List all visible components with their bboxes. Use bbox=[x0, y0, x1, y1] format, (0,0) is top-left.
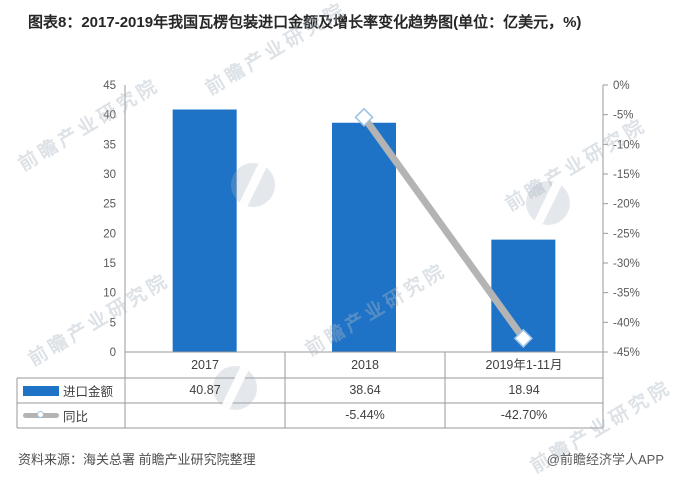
source-note: 资料来源：海关总署 前瞻产业研究院整理 bbox=[18, 452, 256, 467]
line-marker-diamond bbox=[354, 107, 374, 127]
category-label: 2018 bbox=[351, 358, 379, 372]
chart-title: 图表8：2017-2019年我国瓦楞包装进口金额及增长率变化趋势图(单位：亿美元… bbox=[28, 14, 582, 31]
right-axis-tick-label: -25% bbox=[613, 228, 640, 240]
right-axis-tick-label: 0% bbox=[613, 80, 630, 92]
left-axis-tick-label: 35 bbox=[103, 139, 116, 151]
category-label: 2017 bbox=[191, 358, 219, 372]
bar-2018 bbox=[332, 122, 396, 353]
bar-legend-icon bbox=[23, 385, 59, 396]
right-axis-tick-label: -5% bbox=[613, 110, 633, 122]
right-axis-tick-label: -20% bbox=[613, 199, 640, 211]
right-axis-tick-label: -15% bbox=[613, 169, 640, 181]
left-axis-tick-label: 0 bbox=[110, 347, 116, 359]
left-axis-tick-label: 10 bbox=[103, 288, 116, 300]
legend-label: 进口金额 bbox=[63, 385, 114, 399]
left-axis-tick-label: 5 bbox=[110, 317, 116, 329]
right-axis-tick-label: -10% bbox=[613, 139, 640, 151]
legend-import-amount: 进口金额 bbox=[17, 378, 125, 403]
yoy-line bbox=[360, 113, 527, 342]
line-series-layer bbox=[354, 107, 533, 348]
left-axis-tick-label: 45 bbox=[103, 80, 116, 92]
table-cell: -42.70% bbox=[500, 408, 548, 422]
left-axis-tick-label: 25 bbox=[103, 199, 116, 211]
right-axis-tick-label: -40% bbox=[613, 317, 640, 329]
line-legend-icon bbox=[23, 411, 59, 418]
right-axis-tick-label: -30% bbox=[613, 258, 640, 270]
table-cell: 18.94 bbox=[508, 383, 540, 397]
bars-layer bbox=[172, 109, 556, 353]
axis-ticks-layer: 45 40 35 30 25 20 15 10 5 0 0% -5% -10% -15% -20% -25% -… bbox=[103, 80, 640, 359]
axes-and-table-grid bbox=[16, 85, 604, 429]
app-credit: @前瞻经济学人APP bbox=[546, 452, 664, 467]
left-axis-tick-label: 20 bbox=[103, 228, 116, 240]
right-axis-tick-label: -45% bbox=[613, 347, 640, 359]
right-axis-tick-label: -35% bbox=[613, 288, 640, 300]
category-label: 2019年1-11月 bbox=[485, 358, 563, 372]
table-cell: 38.64 bbox=[349, 383, 381, 397]
legend-yoy: 同比 bbox=[17, 403, 125, 428]
table-cell bbox=[125, 403, 285, 428]
left-axis-tick-label: 30 bbox=[103, 169, 116, 181]
left-axis-tick-label: 40 bbox=[103, 110, 116, 122]
line-marker-diamond bbox=[513, 328, 533, 348]
left-axis-tick-label: 15 bbox=[103, 258, 116, 270]
bar-2017 bbox=[172, 109, 237, 352]
legend-label: 同比 bbox=[63, 410, 89, 424]
table-cell: 40.87 bbox=[189, 383, 221, 397]
table-cell: -5.44% bbox=[345, 408, 385, 422]
